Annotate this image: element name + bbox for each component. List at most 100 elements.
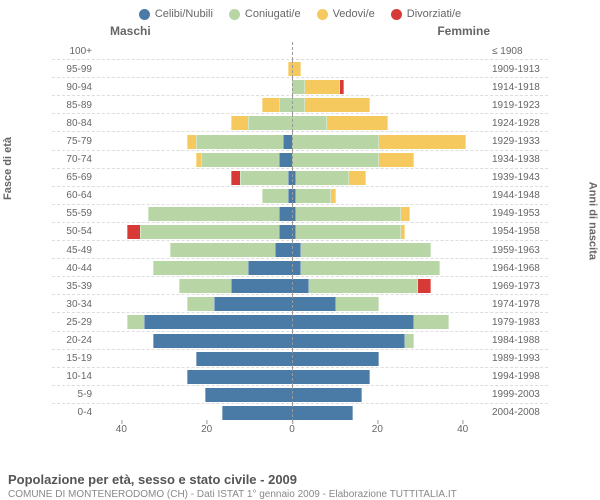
age-label: 20-24 <box>52 335 96 346</box>
bar-segment <box>153 334 292 348</box>
bar-segment <box>187 297 213 311</box>
bars-wrap <box>96 241 488 259</box>
age-label: 85-89 <box>52 100 96 111</box>
bars-wrap <box>96 151 488 169</box>
female-bars <box>292 241 488 259</box>
bar-segment <box>205 388 292 402</box>
gender-headers: Maschi Femmine <box>0 24 600 42</box>
bar-segment <box>340 80 344 94</box>
legend: Celibi/NubiliConiugati/eVedovi/eDivorzia… <box>0 0 600 24</box>
birth-year-label: 2004-2008 <box>488 407 548 418</box>
bars-wrap <box>96 277 488 295</box>
age-label: 70-74 <box>52 154 96 165</box>
center-axis <box>292 96 293 114</box>
chart-subtitle: COMUNE DI MONTENERODOMO (CH) - Dati ISTA… <box>8 489 592 500</box>
bar-segment <box>292 297 336 311</box>
female-bars <box>292 114 488 132</box>
legend-item: Celibi/Nubili <box>139 8 213 20</box>
male-bars <box>96 78 292 96</box>
pyramid-row: 45-491959-1963 <box>52 241 548 259</box>
chart-title: Popolazione per età, sesso e stato civil… <box>8 472 592 487</box>
male-bars <box>96 368 292 386</box>
legend-item: Vedovi/e <box>317 8 375 20</box>
female-bars <box>292 132 488 150</box>
age-label: 25-29 <box>52 317 96 328</box>
birth-year-label: 1999-2003 <box>488 389 548 400</box>
bar-segment <box>414 315 449 329</box>
legend-label: Celibi/Nubili <box>155 8 213 20</box>
bar-segment <box>140 225 279 239</box>
male-bars <box>96 313 292 331</box>
age-label: 80-84 <box>52 118 96 129</box>
male-bars <box>96 187 292 205</box>
center-axis <box>292 169 293 187</box>
bar-segment <box>279 98 292 112</box>
bar-segment <box>401 225 405 239</box>
bar-segment <box>222 406 292 420</box>
birth-year-label: 1994-1998 <box>488 371 548 382</box>
center-axis <box>292 187 293 205</box>
bar-segment <box>296 171 348 185</box>
pyramid-row: 25-291979-1983 <box>52 313 548 331</box>
pyramid-row: 15-191989-1993 <box>52 350 548 368</box>
center-axis <box>292 42 293 60</box>
birth-year-label: 1909-1913 <box>488 64 548 75</box>
center-axis <box>292 350 293 368</box>
male-bars <box>96 277 292 295</box>
bar-segment <box>148 207 279 221</box>
bar-segment <box>292 98 305 112</box>
bars-wrap <box>96 332 488 350</box>
birth-year-label: 1939-1943 <box>488 172 548 183</box>
female-bars <box>292 277 488 295</box>
bars-wrap <box>96 78 488 96</box>
center-axis <box>292 223 293 241</box>
bar-segment <box>292 406 353 420</box>
center-axis <box>292 132 293 150</box>
birth-year-label: 1924-1928 <box>488 118 548 129</box>
female-bars <box>292 368 488 386</box>
birth-year-label: 1944-1948 <box>488 190 548 201</box>
bar-segment <box>153 261 249 275</box>
male-bars <box>96 404 292 422</box>
bar-segment <box>292 370 370 384</box>
pyramid-row: 65-691939-1943 <box>52 169 548 187</box>
birth-year-label: 1989-1993 <box>488 353 548 364</box>
bar-segment <box>231 171 240 185</box>
age-label: 0-4 <box>52 407 96 418</box>
female-bars <box>292 60 488 78</box>
bars-wrap <box>96 313 488 331</box>
bar-segment <box>292 388 362 402</box>
bars-wrap <box>96 368 488 386</box>
bar-segment <box>292 315 414 329</box>
female-bars <box>292 223 488 241</box>
male-bars <box>96 151 292 169</box>
birth-year-label: ≤ 1908 <box>488 46 548 57</box>
age-label: 35-39 <box>52 281 96 292</box>
bars-wrap <box>96 42 488 60</box>
age-label: 40-44 <box>52 263 96 274</box>
legend-swatch <box>139 9 150 20</box>
birth-year-label: 1969-1973 <box>488 281 548 292</box>
bars-wrap <box>96 223 488 241</box>
bar-segment <box>292 62 301 76</box>
age-label: 5-9 <box>52 389 96 400</box>
pyramid-row: 55-591949-1953 <box>52 205 548 223</box>
x-tick: 20 <box>201 424 212 435</box>
age-label: 60-64 <box>52 190 96 201</box>
bar-segment <box>336 297 380 311</box>
age-label: 75-79 <box>52 136 96 147</box>
chart-footer: Popolazione per età, sesso e stato civil… <box>8 472 592 500</box>
bar-segment <box>379 135 466 149</box>
center-axis <box>292 313 293 331</box>
female-bars <box>292 259 488 277</box>
male-bars <box>96 332 292 350</box>
bar-segment <box>305 98 370 112</box>
bar-segment <box>301 261 440 275</box>
x-tick: 40 <box>116 424 127 435</box>
bar-segment <box>292 261 301 275</box>
bar-segment <box>405 334 414 348</box>
bars-wrap <box>96 205 488 223</box>
legend-swatch <box>317 9 328 20</box>
y-axis-left-title: Fasce di età <box>2 137 14 200</box>
bar-segment <box>214 297 292 311</box>
